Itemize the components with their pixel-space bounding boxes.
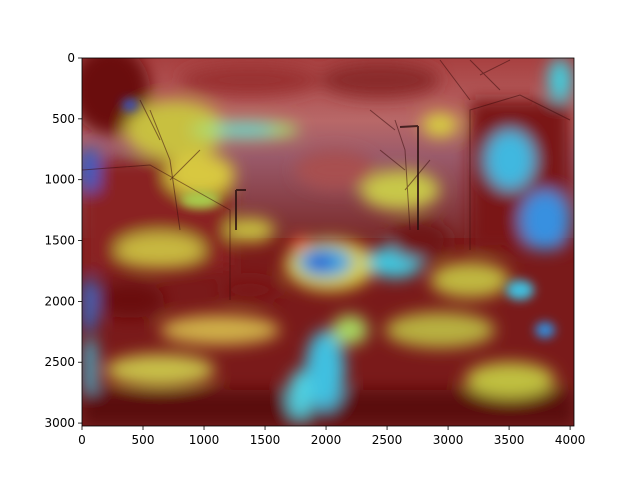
x-tick-label: 0	[78, 433, 86, 447]
axes-frame	[81, 57, 575, 427]
y-tick-label: 2500	[44, 355, 75, 369]
x-tick-label: 1000	[189, 433, 220, 447]
y-tick-label: 2000	[44, 294, 75, 308]
x-tick-label: 3500	[494, 433, 525, 447]
x-tick-label: 500	[132, 433, 155, 447]
y-tick-label: 1500	[44, 234, 75, 248]
y-tick-label: 500	[52, 112, 75, 126]
y-tick-label: 3000	[44, 416, 75, 430]
x-tick-label: 2000	[311, 433, 342, 447]
x-tick-label: 4000	[555, 433, 586, 447]
y-axis: 0 500 1000 1500 2000 2500 3000	[44, 51, 82, 430]
y-tick-label: 0	[67, 51, 75, 65]
x-tick-label: 1500	[250, 433, 281, 447]
x-tick-label: 2500	[372, 433, 403, 447]
x-tick-label: 3000	[433, 433, 464, 447]
y-tick-label: 1000	[44, 173, 75, 187]
x-axis: 0 500 1000 1500 2000 2500 3000 3500 4000	[78, 426, 585, 447]
heatmap-image	[82, 58, 574, 426]
